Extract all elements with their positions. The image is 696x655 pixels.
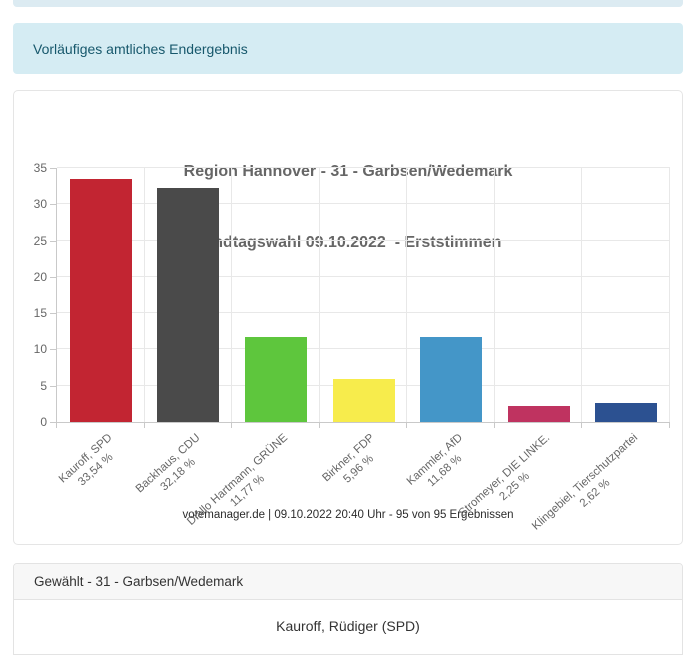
chart-title-line2: Landtagswahl 09.10.2022 - Erststimmen	[194, 233, 502, 251]
category-gridline	[318, 168, 320, 422]
x-tick-mark	[231, 422, 233, 428]
category-gridline	[231, 168, 233, 422]
y-tick-mark	[50, 349, 56, 351]
y-tick-mark	[50, 422, 56, 423]
chart-bar-5	[507, 405, 570, 422]
x-tick-mark	[318, 422, 320, 428]
x-axis-label-4: Kammler, AfD 11,68 %	[404, 431, 465, 489]
chart-bar-0	[69, 178, 132, 422]
y-gridline	[57, 348, 670, 350]
y-tick-mark	[50, 276, 56, 278]
y-tick-label: 10	[33, 342, 47, 357]
y-tick-mark	[50, 385, 56, 387]
chart-card: Region Hannover - 31 - Garbsen/Wedemark …	[13, 90, 683, 545]
x-tick-mark	[143, 422, 145, 428]
y-tick-label: 30	[33, 197, 47, 212]
y-gridline	[57, 239, 670, 241]
x-axis-label-3: Birkner, FDP 5,96 %	[320, 431, 378, 486]
plot-area	[56, 167, 670, 423]
y-tick-label: 0	[40, 415, 47, 429]
category-gridline	[406, 168, 408, 422]
chart-bar-1	[157, 188, 220, 422]
y-tick-label: 15	[33, 306, 47, 321]
y-tick-label: 20	[33, 269, 47, 284]
chart-bar-3	[332, 378, 395, 422]
elected-card-header: Gewählt - 31 - Garbsen/Wedemark	[14, 564, 682, 600]
status-banner-text: Vorläufiges amtliches Endergebnis	[33, 40, 248, 57]
y-tick-label: 25	[33, 233, 47, 248]
status-banner: Vorläufiges amtliches Endergebnis	[13, 23, 683, 74]
category-gridline	[669, 168, 670, 422]
y-tick-mark	[50, 240, 56, 242]
x-axis-label-1: Backhaus, CDU 32,18 %	[133, 431, 203, 496]
elected-person-name: Kauroff, Rüdiger (SPD)	[276, 618, 420, 634]
y-tick-label: 35	[33, 161, 47, 175]
y-tick-label: 5	[40, 378, 47, 393]
y-tick-mark	[50, 168, 56, 169]
y-gridline	[57, 312, 670, 314]
category-gridline	[143, 168, 145, 422]
elected-card: Gewählt - 31 - Garbsen/Wedemark Kauroff,…	[13, 563, 683, 655]
x-tick-mark	[493, 422, 495, 428]
elected-card-title: Gewählt - 31 - Garbsen/Wedemark	[34, 574, 244, 589]
x-tick-mark	[669, 422, 670, 428]
category-gridline	[493, 168, 495, 422]
y-tick-mark	[50, 204, 56, 206]
x-tick-mark	[56, 422, 57, 428]
x-tick-mark	[581, 422, 583, 428]
previous-banner-remnant	[13, 0, 683, 7]
x-axis-label-0: Kauroff, SPD 33,54 %	[56, 431, 115, 488]
chart-bar-2	[244, 336, 307, 422]
y-tick-mark	[50, 313, 56, 315]
chart-bar-4	[420, 337, 483, 422]
x-tick-mark	[406, 422, 408, 428]
y-gridline	[57, 167, 670, 168]
chart-bar-6	[595, 403, 658, 422]
y-gridline	[57, 203, 670, 205]
chart-footer: votemanager.de | 09.10.2022 20:40 Uhr - …	[182, 509, 514, 521]
y-gridline	[57, 275, 670, 277]
category-gridline	[581, 168, 583, 422]
